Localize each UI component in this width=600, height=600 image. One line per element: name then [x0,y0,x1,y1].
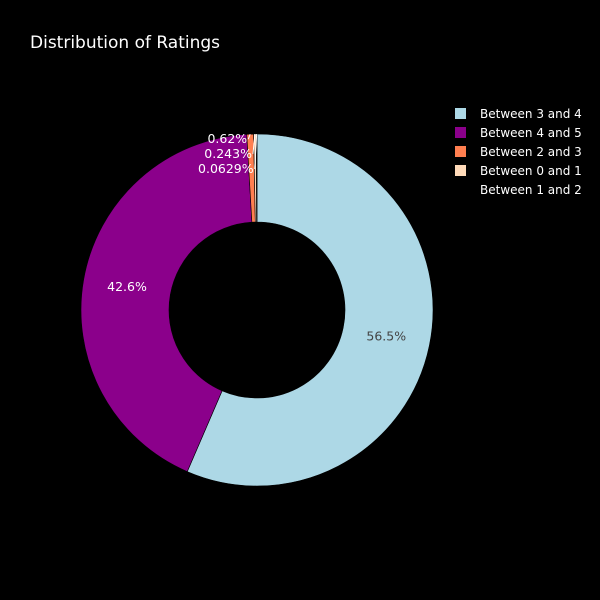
legend-item-between-3-and-4[interactable]: Between 3 and 4 [455,107,582,121]
labels-layer: 56.5% 42.6% 0.62%0.243%0.0629% [107,131,406,344]
slice-label-between-2-and-3: 0.62% [207,131,247,146]
slice-between-1-and-2[interactable] [256,133,258,223]
legend-swatch [455,146,466,157]
slice-label-between-3-and-4: 56.5% [366,329,406,344]
legend-label: Between 1 and 2 [480,183,582,197]
slice-between-3-and-4[interactable] [186,133,434,487]
legend-item-between-2-and-3[interactable]: Between 2 and 3 [455,145,582,159]
legend-label: Between 4 and 5 [480,126,582,140]
slice-label-between-1-and-2: 0.0629% [198,161,254,176]
legend-item-between-4-and-5[interactable]: Between 4 and 5 [455,126,582,140]
legend-label: Between 2 and 3 [480,145,582,159]
slices-layer [80,133,434,487]
legend: Between 3 and 4 Between 4 and 5 Between 2 … [455,107,582,197]
slice-label-between-4-and-5: 42.6% [107,279,147,294]
leader-line-between-0-and-1 [252,133,256,155]
slice-label-between-0-and-1: 0.243% [204,146,252,161]
leader-line-between-1-and-2 [254,133,258,170]
chart-title: Distribution of Ratings [30,33,221,53]
slice-between-4-and-5[interactable] [80,133,253,472]
legend-swatch [455,108,466,119]
legend-swatch [455,165,466,176]
legend-item-between-1-and-2[interactable]: Between 1 and 2 [455,183,582,197]
legend-item-between-0-and-1[interactable]: Between 0 and 1 [455,164,582,178]
legend-swatch [455,184,466,195]
legend-label: Between 0 and 1 [480,164,582,178]
leader-line-between-2-and-3 [247,133,251,140]
legend-swatch [455,127,466,138]
legend-label: Between 3 and 4 [480,107,582,121]
